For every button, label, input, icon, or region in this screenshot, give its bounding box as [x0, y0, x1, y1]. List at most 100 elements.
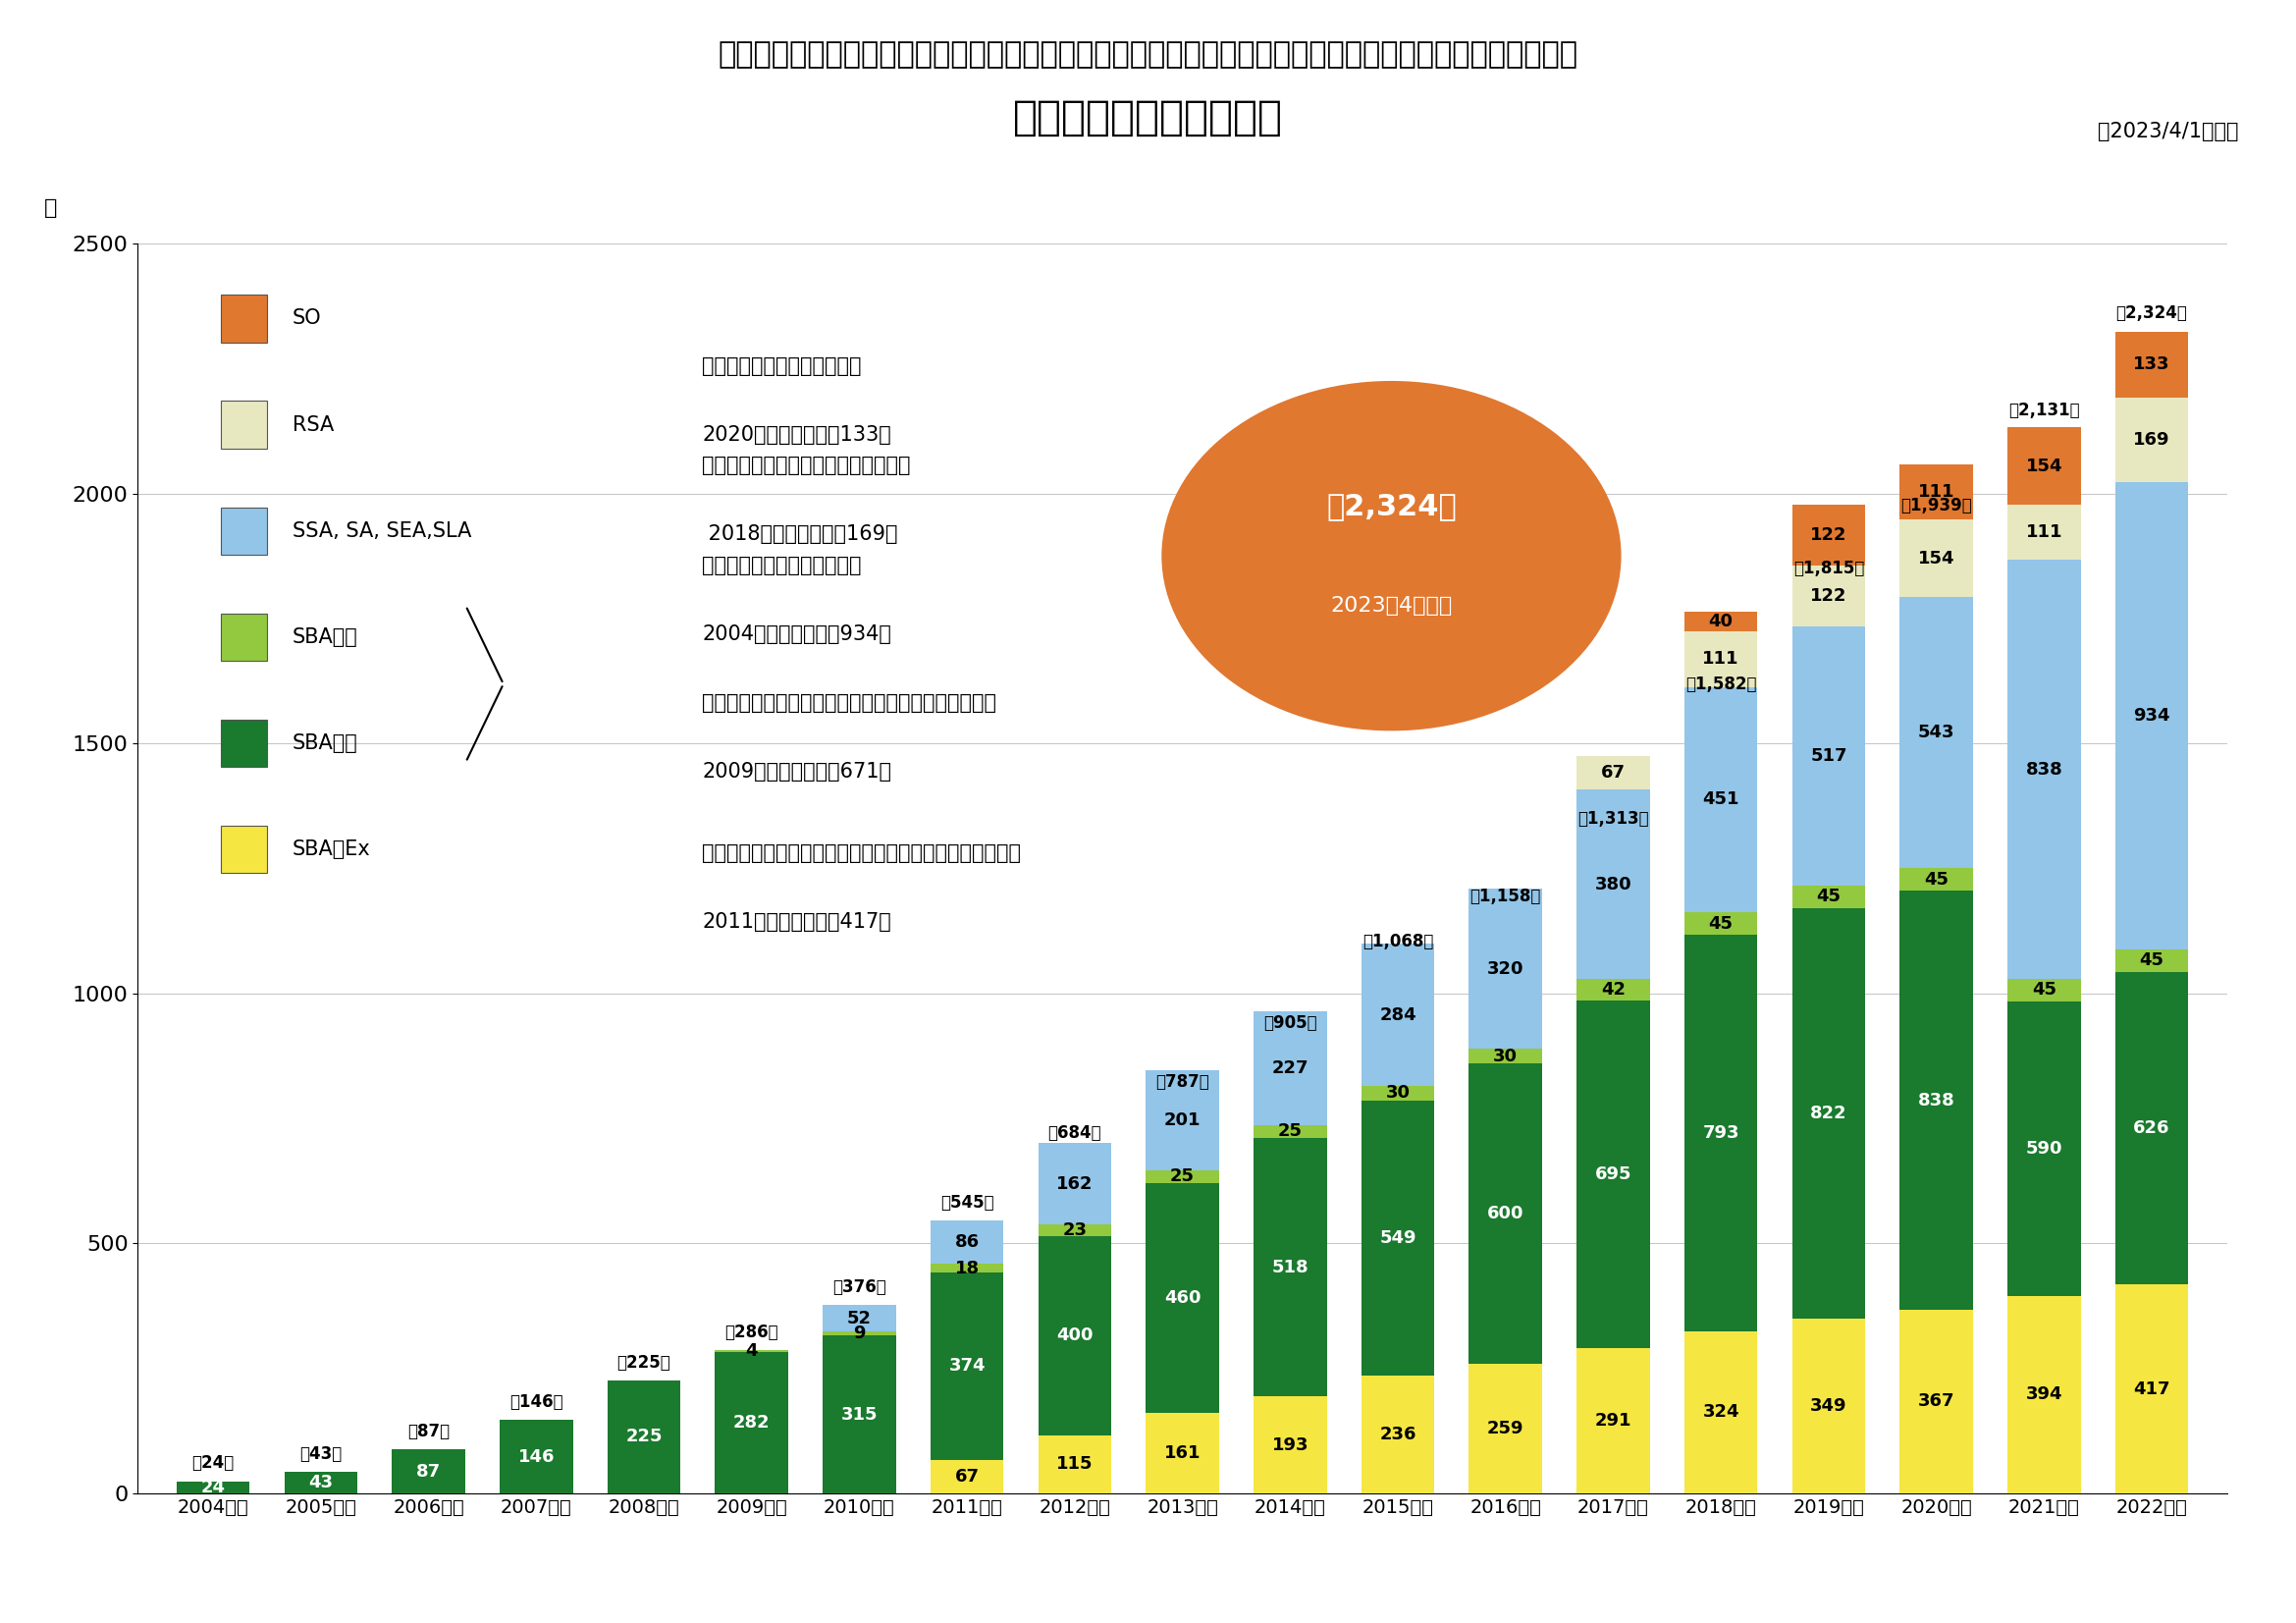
Bar — [2115, 482, 2188, 949]
Bar — [930, 1272, 1003, 1459]
Bar — [1254, 1397, 1327, 1493]
Bar — [2115, 1285, 2188, 1493]
Bar — [714, 1350, 788, 1352]
Text: 42: 42 — [1600, 980, 1626, 998]
Bar — [1791, 566, 1864, 626]
FancyBboxPatch shape — [220, 826, 266, 873]
Bar — [1469, 1048, 1543, 1063]
Bar — [1899, 464, 1972, 519]
Bar — [2115, 331, 2188, 398]
Bar — [1254, 1138, 1327, 1397]
Text: 計1,815社: 計1,815社 — [1793, 560, 1864, 576]
Text: 201: 201 — [1164, 1112, 1201, 1130]
Ellipse shape — [1162, 381, 1621, 730]
Bar — [1791, 885, 1864, 907]
Text: 549: 549 — [1380, 1229, 1417, 1246]
Text: 460: 460 — [1164, 1289, 1201, 1307]
Text: 451: 451 — [1704, 790, 1740, 808]
Text: SBA海外: SBA海外 — [292, 628, 358, 648]
Text: 934: 934 — [2133, 708, 2170, 725]
Bar — [1362, 1100, 1435, 1375]
Bar — [2115, 398, 2188, 482]
Text: 23: 23 — [1063, 1220, 1086, 1238]
Bar — [2115, 972, 2188, 1285]
Text: 394: 394 — [2025, 1386, 2062, 1404]
Bar — [1469, 1363, 1543, 1493]
Text: セーフティアセッサ・セーフティベーシックアセッサ・ロボットセーフティアセッサ・セーフティオフィサ: セーフティアセッサ・セーフティベーシックアセッサ・ロボットセーフティアセッサ・セ… — [719, 41, 1577, 70]
Text: 52: 52 — [847, 1310, 872, 1328]
FancyBboxPatch shape — [220, 719, 266, 768]
Text: 122: 122 — [1809, 526, 1846, 544]
Bar — [285, 1472, 358, 1493]
Text: 45: 45 — [1708, 915, 1733, 932]
Text: 計43社: 計43社 — [298, 1444, 342, 1462]
Bar — [1791, 1319, 1864, 1493]
Text: SBA国内: SBA国内 — [292, 734, 358, 753]
Text: 111: 111 — [2025, 523, 2062, 540]
Text: 計684社: 計684社 — [1047, 1125, 1102, 1143]
Text: 計1,158社: 計1,158社 — [1469, 888, 1541, 906]
Bar — [1791, 626, 1864, 885]
Text: 計376社: 計376社 — [833, 1279, 886, 1297]
Text: 4: 4 — [746, 1342, 758, 1360]
Bar — [1791, 907, 1864, 1319]
Text: 324: 324 — [1704, 1404, 1740, 1422]
Text: 30: 30 — [1492, 1047, 1518, 1065]
Text: 9: 9 — [854, 1324, 866, 1342]
Text: SO: SO — [292, 308, 321, 328]
Text: セーフティオフィサ資格制度: セーフティオフィサ資格制度 — [703, 355, 861, 375]
Text: 380: 380 — [1596, 875, 1632, 893]
Bar — [822, 1336, 895, 1493]
Text: 838: 838 — [2025, 761, 2062, 777]
Text: 67: 67 — [955, 1467, 980, 1485]
Text: 695: 695 — [1596, 1165, 1632, 1183]
Text: 162: 162 — [1056, 1175, 1093, 1193]
Text: SBA－Ex: SBA－Ex — [292, 839, 370, 859]
Bar — [393, 1449, 466, 1493]
Text: 367: 367 — [1917, 1393, 1954, 1410]
Bar — [1254, 1125, 1327, 1138]
Text: RSA: RSA — [292, 415, 333, 435]
Text: 154: 154 — [2025, 458, 2062, 476]
Bar — [930, 1264, 1003, 1272]
Text: 25: 25 — [1171, 1167, 1194, 1185]
Text: 115: 115 — [1056, 1456, 1093, 1474]
Text: 計787社: 計787社 — [1155, 1073, 1210, 1091]
Text: 40: 40 — [1708, 612, 1733, 630]
Text: 122: 122 — [1809, 588, 1846, 605]
Text: 86: 86 — [955, 1233, 980, 1251]
Text: 24: 24 — [200, 1479, 225, 1496]
Bar — [177, 1482, 250, 1493]
Text: 626: 626 — [2133, 1120, 2170, 1138]
Bar — [2007, 979, 2080, 1001]
Text: 517: 517 — [1809, 747, 1846, 764]
Text: 2011年度開始～現在417社: 2011年度開始～現在417社 — [703, 912, 891, 932]
Text: 543: 543 — [1917, 724, 1954, 742]
Bar — [1038, 1143, 1111, 1224]
Text: 計1,939社: 計1,939社 — [1901, 497, 1972, 514]
Bar — [2007, 1297, 2080, 1493]
Text: 45: 45 — [1924, 870, 1949, 888]
Text: 67: 67 — [1600, 764, 1626, 781]
Text: 284: 284 — [1380, 1006, 1417, 1024]
Text: 計2,131社: 計2,131社 — [2009, 401, 2080, 419]
Text: 18: 18 — [955, 1259, 980, 1277]
Bar — [1146, 1170, 1219, 1183]
Bar — [1791, 505, 1864, 566]
Text: 計545社: 計545社 — [941, 1195, 994, 1212]
Bar — [1899, 519, 1972, 597]
Text: 計87社: 計87社 — [406, 1423, 450, 1441]
Bar — [1899, 597, 1972, 868]
Bar — [1362, 945, 1435, 1086]
Bar — [822, 1331, 895, 1336]
Bar — [1469, 889, 1543, 1048]
Bar — [1577, 1000, 1651, 1347]
Bar — [822, 1305, 895, 1331]
Bar — [2115, 949, 2188, 972]
Bar — [1254, 1011, 1327, 1125]
Text: 838: 838 — [1917, 1091, 1954, 1109]
Bar — [1899, 868, 1972, 891]
Text: 518: 518 — [1272, 1258, 1309, 1276]
Bar — [1685, 935, 1756, 1331]
Text: セーフティベーシックアセッサ機械運用安全資格制度: セーフティベーシックアセッサ機械運用安全資格制度 — [703, 693, 996, 712]
